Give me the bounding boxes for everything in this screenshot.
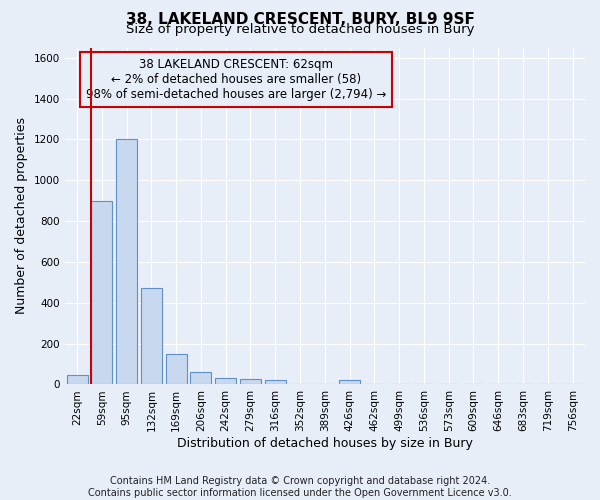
Text: Size of property relative to detached houses in Bury: Size of property relative to detached ho… <box>126 22 474 36</box>
Text: Contains HM Land Registry data © Crown copyright and database right 2024.
Contai: Contains HM Land Registry data © Crown c… <box>88 476 512 498</box>
Text: 38 LAKELAND CRESCENT: 62sqm
← 2% of detached houses are smaller (58)
98% of semi: 38 LAKELAND CRESCENT: 62sqm ← 2% of deta… <box>86 58 386 100</box>
Bar <box>91 200 112 384</box>
Bar <box>141 288 162 384</box>
Bar <box>190 372 211 384</box>
Bar <box>166 354 187 384</box>
Bar <box>339 380 360 384</box>
Bar <box>215 378 236 384</box>
X-axis label: Distribution of detached houses by size in Bury: Distribution of detached houses by size … <box>177 437 473 450</box>
Bar <box>67 376 88 384</box>
Bar <box>240 380 261 384</box>
Bar <box>265 380 286 384</box>
Bar <box>116 140 137 384</box>
Y-axis label: Number of detached properties: Number of detached properties <box>15 118 28 314</box>
Text: 38, LAKELAND CRESCENT, BURY, BL9 9SF: 38, LAKELAND CRESCENT, BURY, BL9 9SF <box>125 12 475 28</box>
